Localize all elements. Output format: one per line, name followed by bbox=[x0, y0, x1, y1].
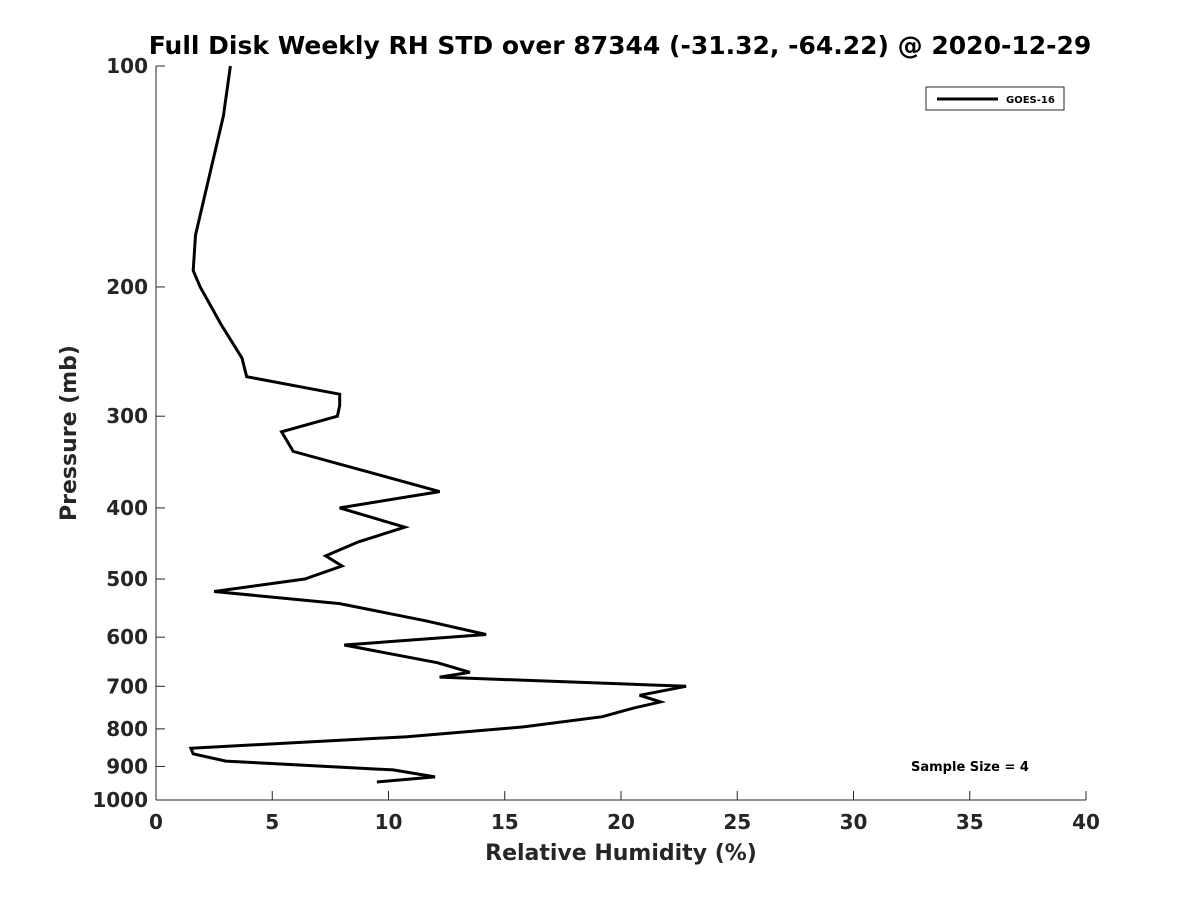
x-tick-label: 25 bbox=[723, 810, 751, 834]
x-tick-label: 10 bbox=[375, 810, 403, 834]
y-axis-label: Pressure (mb) bbox=[57, 345, 82, 521]
y-tick-label: 700 bbox=[106, 674, 148, 698]
x-tick-label: 5 bbox=[265, 810, 279, 834]
x-ticks: 0 5 10 15 20 25 30 35 40 bbox=[149, 791, 1100, 834]
series-line-goes-16 bbox=[188, 65, 687, 784]
y-tick-label: 900 bbox=[106, 754, 148, 778]
x-tick-label: 40 bbox=[1072, 810, 1100, 834]
x-tick-label: 30 bbox=[840, 810, 868, 834]
y-tick-label: 400 bbox=[106, 496, 148, 520]
y-tick-label: 100 bbox=[106, 54, 148, 78]
legend: GOES-16 bbox=[925, 86, 1065, 111]
axes bbox=[155, 66, 1086, 801]
y-tick-label: 600 bbox=[106, 625, 148, 649]
y-ticks: 100 200 300 400 500 600 700 800 900 1000 bbox=[92, 54, 165, 812]
x-tick-label: 35 bbox=[956, 810, 984, 834]
series-layer bbox=[188, 65, 687, 784]
legend-label: GOES-16 bbox=[1006, 95, 1055, 106]
x-tick-label: 15 bbox=[491, 810, 519, 834]
x-tick-label: 20 bbox=[607, 810, 635, 834]
x-tick-label: 0 bbox=[149, 810, 163, 834]
y-tick-label: 300 bbox=[106, 404, 148, 428]
x-axis-label: Relative Humidity (%) bbox=[485, 841, 757, 866]
chart-title: Full Disk Weekly RH STD over 87344 (-31.… bbox=[149, 31, 1092, 60]
sample-size-annotation: Sample Size = 4 bbox=[911, 760, 1029, 775]
y-tick-label: 500 bbox=[106, 567, 148, 591]
y-tick-label: 200 bbox=[106, 275, 148, 299]
y-tick-label: 1000 bbox=[92, 788, 148, 812]
y-tick-label: 800 bbox=[106, 717, 148, 741]
